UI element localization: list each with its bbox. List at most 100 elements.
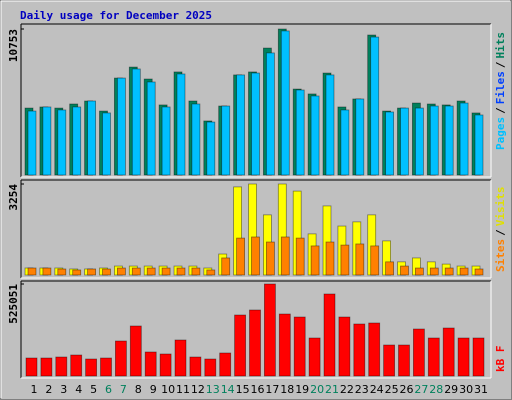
bar xyxy=(308,337,321,377)
bar xyxy=(474,268,484,276)
bar xyxy=(55,356,68,377)
bar xyxy=(295,89,305,176)
x-tick-label: 26 xyxy=(400,383,414,396)
bar xyxy=(323,293,336,377)
bar xyxy=(427,337,440,377)
bar xyxy=(325,241,335,276)
bar xyxy=(355,98,365,176)
x-tick-label: 3 xyxy=(60,383,67,396)
bar xyxy=(414,107,424,176)
bar xyxy=(280,30,290,176)
bar xyxy=(174,339,187,377)
bar xyxy=(412,328,425,377)
bar xyxy=(400,265,409,276)
bar xyxy=(191,103,201,176)
x-tick-label: 30 xyxy=(459,383,473,396)
bar xyxy=(189,356,202,377)
bar xyxy=(265,52,275,176)
bar xyxy=(385,111,395,176)
bar xyxy=(42,267,52,276)
bar xyxy=(310,95,320,176)
legend-entry: Sites xyxy=(494,239,507,272)
bar xyxy=(206,269,216,276)
bar xyxy=(353,323,366,377)
bar xyxy=(129,325,142,377)
x-tick-label: 15 xyxy=(236,383,250,396)
y-tick-label: 3254 xyxy=(7,184,20,211)
bar xyxy=(176,267,186,276)
legend-entry: Files xyxy=(494,71,507,104)
bar xyxy=(474,114,484,176)
x-tick-label: 13 xyxy=(206,383,220,396)
bar xyxy=(146,81,156,176)
x-tick-label: 24 xyxy=(370,383,384,396)
bar xyxy=(338,316,351,377)
bar xyxy=(27,110,37,176)
bar xyxy=(236,237,246,276)
bar xyxy=(57,109,67,176)
x-tick-label: 10 xyxy=(161,383,175,396)
bar xyxy=(204,358,217,377)
bar xyxy=(85,358,97,377)
bar xyxy=(398,344,410,377)
bar xyxy=(159,353,172,377)
bar xyxy=(442,327,455,377)
bar xyxy=(221,105,231,176)
bar xyxy=(310,245,320,276)
bar xyxy=(102,112,111,176)
x-tick-label: 23 xyxy=(355,383,369,396)
bar xyxy=(146,267,156,276)
bar xyxy=(280,236,290,276)
bar xyxy=(100,357,112,377)
x-tick-label: 28 xyxy=(429,383,443,396)
bar xyxy=(370,36,380,176)
bar xyxy=(429,267,439,276)
bar xyxy=(459,102,469,176)
bar xyxy=(57,268,67,276)
y-tick-label: 10753 xyxy=(7,29,20,62)
bar xyxy=(251,236,260,276)
x-tick-label: 4 xyxy=(75,383,82,396)
bar xyxy=(472,337,485,377)
bar xyxy=(102,268,111,276)
x-tick-label: 8 xyxy=(135,383,142,396)
x-tick-label: 21 xyxy=(325,383,339,396)
legend: kB F xyxy=(494,346,507,373)
bar xyxy=(368,322,381,377)
bar xyxy=(383,344,396,377)
bar xyxy=(340,244,350,276)
x-tick-label: 27 xyxy=(414,383,428,396)
bar xyxy=(370,245,380,276)
x-tick-label: 1 xyxy=(31,383,38,396)
x-tick-label: 7 xyxy=(120,383,127,396)
bar xyxy=(40,357,53,377)
chart-title: Daily usage for December 2025 xyxy=(20,9,212,22)
bar xyxy=(87,100,96,176)
x-tick-label: 6 xyxy=(105,383,112,396)
bar xyxy=(385,261,395,276)
bar xyxy=(251,72,260,176)
legend-entry: Visits xyxy=(494,187,507,227)
bar xyxy=(444,267,454,276)
bar xyxy=(265,241,275,276)
x-tick-label: 17 xyxy=(265,383,279,396)
bar xyxy=(295,237,305,276)
legend-entry: / xyxy=(494,61,507,68)
x-tick-label: 25 xyxy=(385,383,399,396)
x-tick-label: 29 xyxy=(444,383,458,396)
x-tick-label: 19 xyxy=(295,383,309,396)
bar xyxy=(87,268,96,276)
bar xyxy=(429,105,439,176)
bar xyxy=(42,106,52,176)
legend-entry: kB F xyxy=(494,346,507,373)
bar xyxy=(340,109,350,176)
bar xyxy=(161,106,171,176)
x-tick-label: 20 xyxy=(310,383,324,396)
bar xyxy=(117,267,126,276)
bar xyxy=(236,74,246,176)
bar xyxy=(72,269,82,276)
bar xyxy=(221,257,231,276)
bar xyxy=(444,105,454,176)
x-tick-label: 2 xyxy=(45,383,52,396)
x-tick-label: 12 xyxy=(191,383,205,396)
